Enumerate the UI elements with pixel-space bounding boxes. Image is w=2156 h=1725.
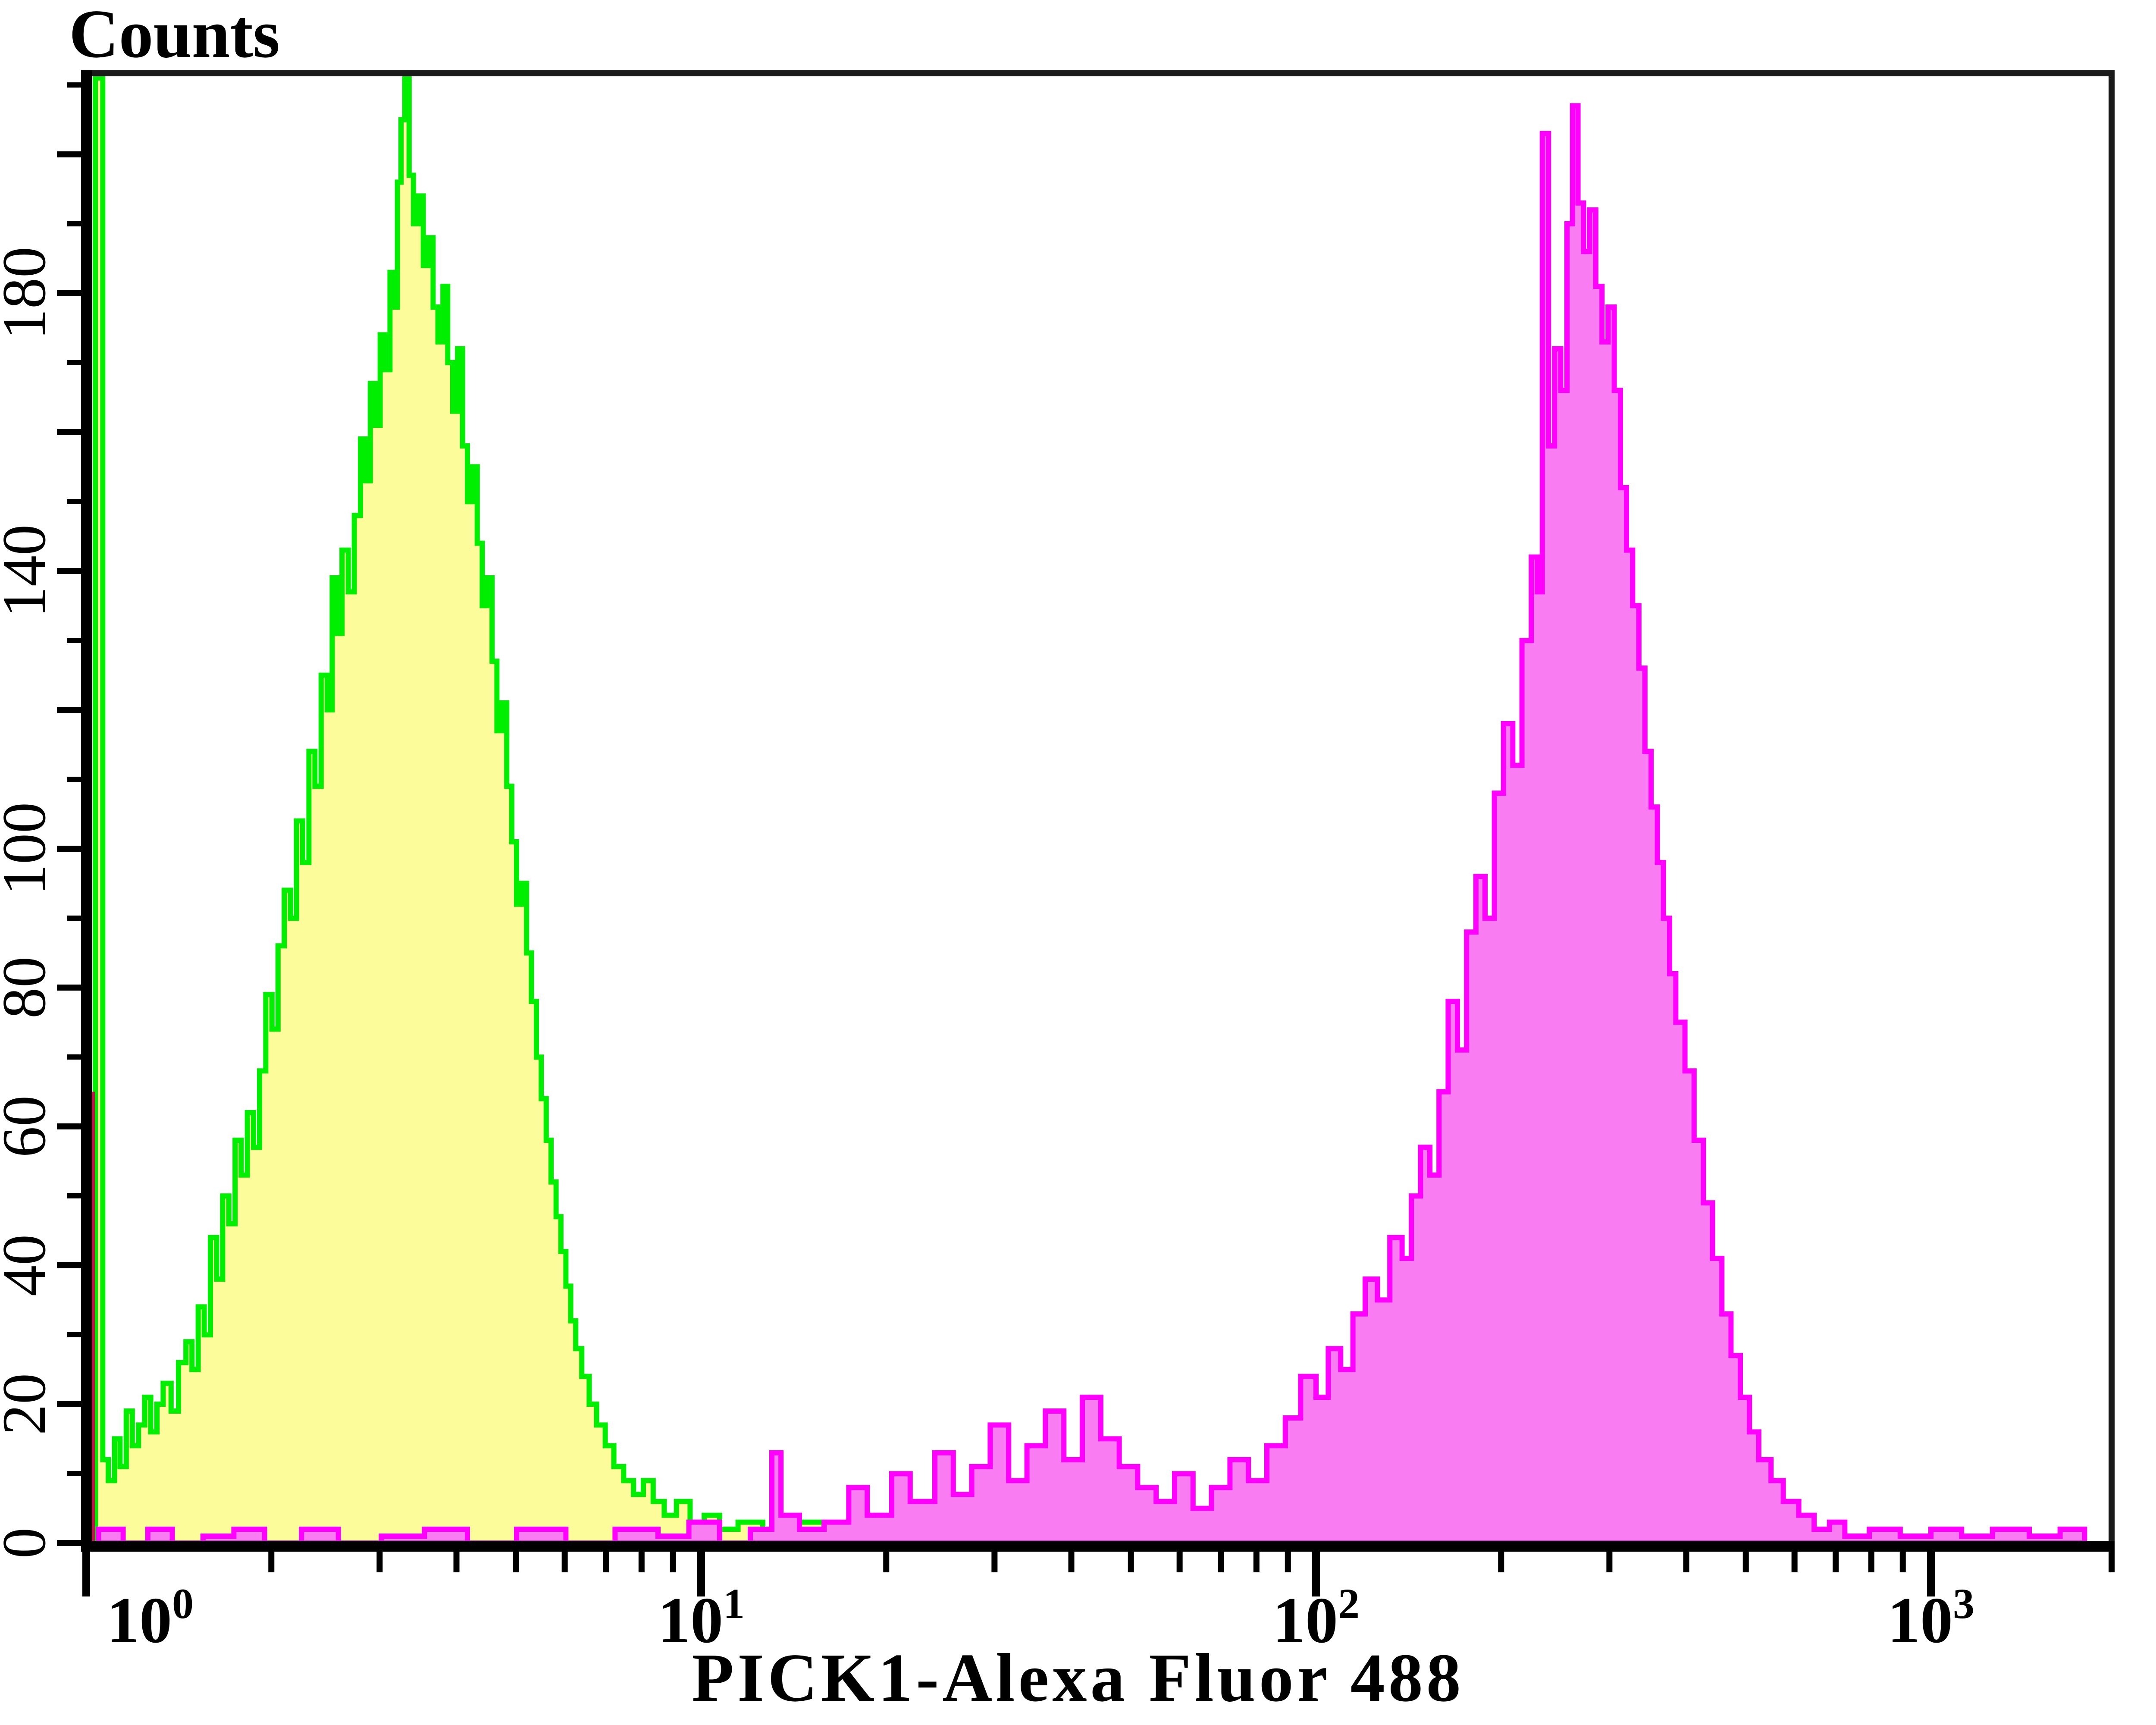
x-axis-line	[81, 1541, 2115, 1552]
x-axis-title: PICK1-Alexa Fluor 488	[692, 1639, 1464, 1716]
x-tick-label: 101	[658, 1580, 745, 1656]
plot-frame-top	[81, 70, 2115, 76]
y-tick-label: 80	[0, 957, 59, 1019]
y-tick-label: 180	[0, 247, 59, 340]
y-tick-label: 100	[0, 802, 59, 895]
y-tick-label: 140	[0, 524, 59, 618]
y-tick-label: 40	[0, 1234, 59, 1296]
y-axis-title: Counts	[69, 0, 280, 72]
y-tick-label: 60	[0, 1095, 59, 1157]
y-axis-line	[81, 70, 92, 1552]
y-tick-label: 0	[0, 1527, 59, 1559]
sample-histogram	[96, 103, 2087, 1546]
x-tick-label: 102	[1272, 1580, 1360, 1656]
y-tick-label: 20	[0, 1373, 59, 1435]
x-tick-label: 103	[1887, 1580, 1974, 1656]
x-tick-label: 100	[107, 1580, 194, 1656]
plot-frame-right	[2109, 70, 2115, 1552]
